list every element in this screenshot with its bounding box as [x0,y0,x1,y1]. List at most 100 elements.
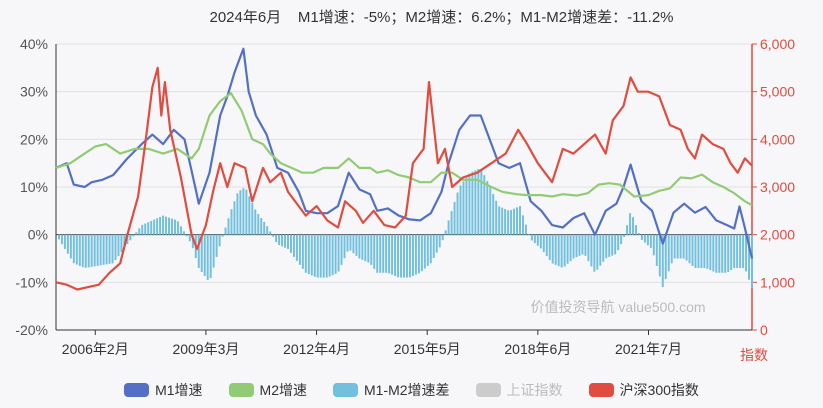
diff-bar [99,234,102,266]
diff-bar [168,217,171,235]
legend-item[interactable]: M2增速 [228,380,307,400]
diff-bar [162,215,165,235]
diff-bar [120,234,123,253]
legend-label: M1增速 [155,382,203,398]
diff-bar [319,234,322,278]
diff-bar [203,234,206,276]
diff-bar [697,234,700,269]
diff-bar [632,217,635,235]
diff-bar [334,234,337,274]
diff-bar [254,209,257,235]
diff-bar [495,200,498,235]
diff-bar [480,169,483,235]
diff-bar [123,234,126,249]
diff-bar [685,234,688,261]
diff-bar [524,224,527,235]
diff-bar [519,206,521,235]
legend-swatch [475,383,501,397]
diff-bar [408,234,411,278]
diff-bar [242,188,245,235]
x-tick-label: 2015年5月 [394,341,461,357]
diff-bar [221,234,224,237]
diff-bar [507,210,510,235]
diff-bar [343,234,346,259]
diff-bar [599,234,602,266]
y-left-tick-label: 30% [20,84,48,100]
diff-bar [614,234,617,255]
diff-bar [126,234,129,245]
diff-bar [63,234,66,249]
diff-bar [501,207,504,235]
diff-bar [709,234,712,271]
diff-bar [578,234,581,256]
diff-bar [429,234,432,264]
diff-bar [173,219,176,235]
diff-bar [572,234,575,259]
diff-bar [245,189,248,235]
diff-bar [694,234,697,269]
y-left-tick-label: 10% [20,179,48,195]
diff-bar [667,234,670,272]
diff-bar [563,234,566,267]
diff-bar [557,234,560,267]
diff-bar [129,234,132,241]
y-right-tick-label: 2,000 [760,227,795,243]
diff-bar [637,233,640,235]
diff-bar [593,234,596,272]
diff-bar [141,224,144,235]
legend-swatch [228,383,254,397]
y-right-tick-label: 5,000 [760,84,795,100]
diff-bar [468,173,471,235]
diff-bar [426,234,429,266]
diff-bar [322,234,325,278]
diff-bar [165,216,168,235]
x-tick-label: 2021年7月 [615,341,682,357]
diff-bar [676,234,679,259]
diff-bar [551,234,554,264]
diff-bar [611,234,614,256]
diff-bar [483,175,486,235]
diff-bar [111,234,114,264]
diff-bar [266,226,269,235]
diff-bar [218,234,221,247]
diff-bar [542,234,545,253]
legend-item[interactable]: M1增速 [124,380,203,400]
diff-bar [188,234,191,242]
diff-bar [289,234,292,253]
diff-bar [272,234,275,237]
diff-bar [504,208,507,235]
diff-bar [465,177,468,235]
legend-item[interactable]: M1-M2增速差 [332,380,450,400]
y-left-tick-label: 20% [20,131,48,147]
y-left-tick-label: 40% [20,36,48,52]
diff-bar [548,234,551,261]
header-m1: M1增速：-5%； [297,9,406,26]
legend-item[interactable]: 上证指数 [475,380,563,400]
diff-bar [545,234,548,257]
diff-bar [643,234,646,243]
diff-bar [295,234,298,261]
diff-bar [382,234,385,273]
legend: M1增速 M2增速 M1-M2增速差 上证指数 沪深300指数 [0,380,823,400]
diff-bar [492,194,495,235]
diff-bar [200,234,203,273]
diff-bar [257,214,260,235]
diff-bar [260,217,263,235]
diff-bar [69,234,72,259]
diff-bar [352,234,355,254]
diff-bar [310,234,313,276]
legend-item[interactable]: 沪深300指数 [588,380,699,400]
diff-bar [661,234,664,288]
diff-bar [156,218,159,235]
legend-label: M2增速 [259,382,307,398]
diff-bar [414,234,417,275]
diff-bar [278,234,281,245]
diff-bar [147,222,150,235]
diff-bar [307,234,310,275]
header-diff: M1-M2增速差：-11.2% [520,9,674,26]
diff-bar [584,234,587,256]
diff-bar [715,234,718,273]
diff-bar [227,218,230,235]
x-tick-label: 2006年2月 [62,341,129,357]
